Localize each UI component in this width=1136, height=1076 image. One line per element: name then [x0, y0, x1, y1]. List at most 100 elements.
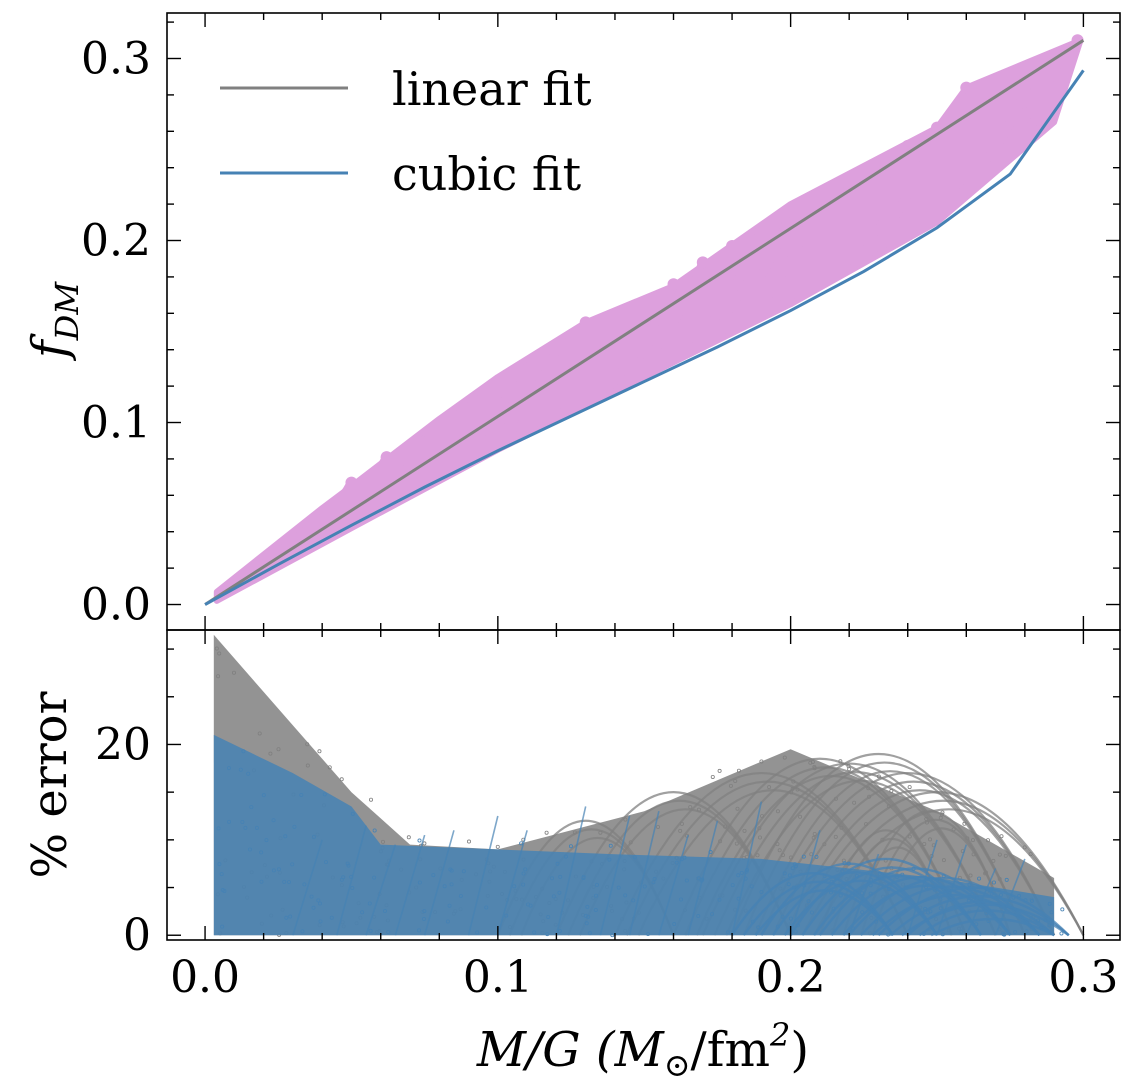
- linear-error-point-88: [847, 767, 852, 772]
- cubic-error-point-20: [708, 850, 713, 855]
- cubic-error-point-19: [904, 885, 909, 890]
- cubic-error-points: [216, 749, 1065, 938]
- cubic-error-point-153: [787, 873, 792, 878]
- cubic-error-point-140: [743, 876, 748, 881]
- cubic-error-point-45: [977, 876, 982, 881]
- linear-error-point-226: [928, 837, 933, 842]
- cubic-error-point-145: [1013, 930, 1018, 935]
- cubic-error-point-60: [1049, 910, 1054, 915]
- cubic-error-point-161: [217, 862, 222, 867]
- top-ylabel-sub: DM: [48, 281, 86, 342]
- linear-error-point-216: [544, 830, 549, 835]
- linear-error-point-135: [760, 814, 765, 819]
- cubic-error-envelope: [213, 734, 1055, 936]
- cubic-error-point-85: [584, 921, 589, 926]
- xtick-label-3: 0.3: [1048, 952, 1118, 1003]
- linear-error-point-136: [812, 764, 817, 769]
- data-spike-dot-5: [550, 343, 563, 356]
- cubic-error-point-122: [290, 862, 295, 867]
- linear-error-point-40: [866, 786, 871, 791]
- linear-error-point-246: [791, 779, 796, 784]
- data-spike-dot-4: [506, 380, 519, 393]
- top-ytick-label-1: 0.1: [81, 398, 151, 449]
- cubic-error-point-168: [631, 898, 636, 903]
- cubic-error-point-87: [989, 891, 994, 896]
- bottom-ytick-label-0: 0: [123, 910, 151, 961]
- cubic-error-point-9: [795, 923, 800, 928]
- cubic-error-spike-2: [365, 844, 397, 936]
- legend: linear fit cubic fit: [220, 62, 592, 201]
- linear-error-point-12: [971, 852, 976, 857]
- linear-error-point-200: [788, 855, 793, 860]
- linear-error-point-190: [985, 838, 990, 843]
- cubic-error-point-92: [318, 919, 323, 924]
- cubic-error-point-88: [970, 892, 975, 897]
- cubic-error-point-46: [607, 857, 612, 862]
- data-spike-17: [897, 83, 971, 240]
- linear-error-point-83: [1022, 845, 1027, 850]
- cubic-error-point-22: [838, 893, 843, 898]
- cubic-error-point-152: [322, 792, 327, 797]
- linear-error-point-61: [231, 670, 236, 675]
- data-spike-14: [780, 181, 854, 305]
- cubic-error-point-21: [475, 930, 480, 935]
- cubic-error-point-169: [346, 863, 351, 868]
- cubic-error-point-104: [519, 841, 524, 846]
- cubic-error-point-141: [241, 749, 246, 754]
- cubic-error-point-184: [1017, 893, 1022, 898]
- top-ytick-labels: 0.0 0.1 0.2 0.3: [81, 34, 151, 631]
- data-spike-dot-9: [696, 256, 709, 269]
- cubic-error-point-165: [521, 882, 526, 887]
- cubic-error-point-126: [551, 894, 556, 899]
- cubic-error-point-44: [581, 875, 586, 880]
- cubic-error-spike-17: [965, 868, 997, 936]
- cubic-error-spike-7: [555, 806, 587, 936]
- xtick-label-0: 0.0: [170, 952, 240, 1003]
- linear-error-point-100: [889, 788, 894, 793]
- cubic-error-point-101: [717, 897, 722, 902]
- cubic-error-point-207: [974, 895, 979, 900]
- linear-error-point-154: [951, 827, 956, 832]
- cubic-error-point-50: [238, 767, 243, 772]
- linear-error-point-14: [962, 821, 967, 826]
- linear-error-point-13: [742, 828, 747, 833]
- cubic-error-point-208: [431, 873, 436, 878]
- cubic-error-point-212: [959, 930, 964, 935]
- cubic-error-point-29: [587, 931, 592, 936]
- cubic-error-point-130: [329, 915, 334, 920]
- linear-error-point-184: [810, 759, 815, 764]
- top-data-layer: [204, 34, 1085, 606]
- cubic-error-point-191: [940, 932, 945, 937]
- data-spike-dot-19: [1018, 85, 1031, 98]
- linear-error-point-243: [655, 824, 660, 829]
- top-ytick-label-2: 0.2: [81, 216, 151, 267]
- linear-error-point-5: [775, 809, 780, 814]
- cubic-error-point-49: [259, 879, 264, 884]
- data-spike-dot-18: [989, 98, 1002, 111]
- data-spike-dot-8: [667, 278, 680, 291]
- cubic-error-point-62: [924, 885, 929, 890]
- linear-error-point-41: [305, 763, 310, 768]
- cubic-error-point-138: [546, 914, 551, 919]
- cubic-error-point-95: [521, 871, 526, 876]
- cubic-error-point-55: [745, 868, 750, 873]
- linear-error-point-199: [811, 835, 816, 840]
- cubic-error-point-70: [739, 870, 744, 875]
- cubic-error-point-61: [449, 882, 454, 887]
- data-spike-11: [692, 225, 766, 349]
- cubic-error-spike-16: [936, 844, 968, 936]
- linear-error-point-205: [268, 751, 273, 756]
- linear-error-point-78: [941, 858, 946, 863]
- cubic-error-point-201: [756, 925, 761, 930]
- linear-error-arc-5-strand-2: [754, 770, 1026, 936]
- xlabel: M/G (M⊙/fm2): [476, 1016, 809, 1076]
- cubic-error-point-131: [557, 929, 562, 934]
- cubic-error-point-205: [986, 918, 991, 923]
- data-spike-dot-6: [579, 316, 592, 329]
- cubic-error-spike-18: [994, 858, 1026, 936]
- top-ytick-label-0: 0.0: [81, 580, 151, 631]
- cubic-error-point-77: [360, 910, 365, 915]
- linear-error-point-66: [257, 731, 262, 736]
- data-spike-8: [604, 279, 679, 392]
- linear-error-point-221: [833, 796, 838, 801]
